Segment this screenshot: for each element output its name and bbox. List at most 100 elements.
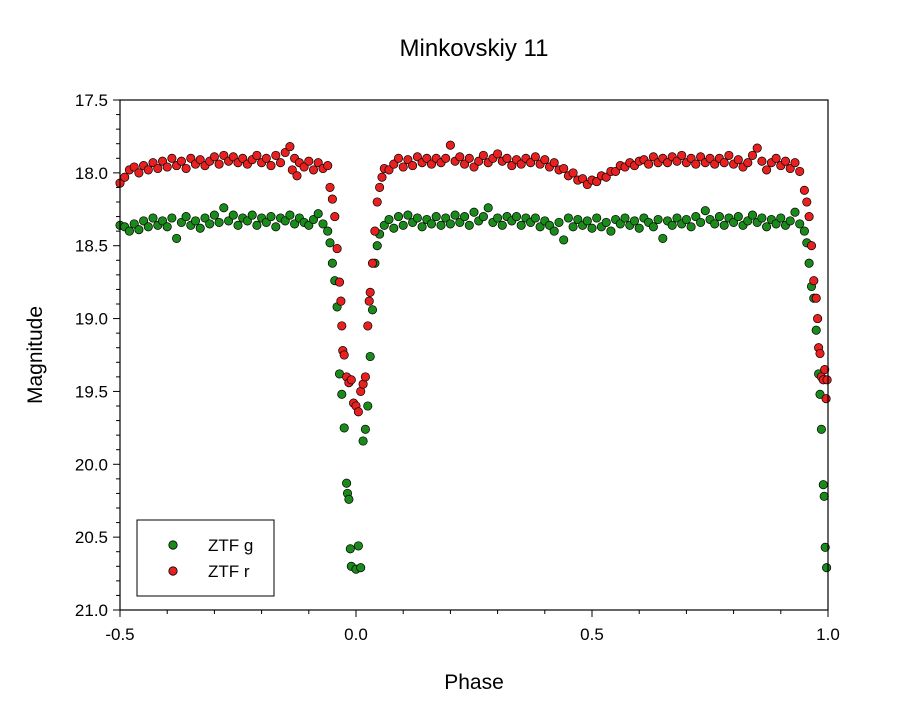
data-point-ztf-g	[686, 222, 696, 232]
y-tick-label: 20.0	[75, 455, 108, 474]
data-point-ztf-r	[325, 182, 335, 192]
data-point-ztf-g	[384, 214, 394, 225]
data-point-ztf-g	[436, 220, 446, 230]
data-point-ztf-r	[785, 163, 795, 174]
data-point-ztf-r	[384, 165, 394, 175]
data-point-ztf-g	[559, 235, 569, 245]
data-point-ztf-g	[587, 223, 597, 233]
data-point-ztf-r	[549, 158, 559, 168]
data-point-ztf-g	[214, 217, 224, 227]
data-point-ztf-r	[261, 153, 271, 163]
data-point-ztf-g	[464, 220, 474, 230]
data-point-ztf-r	[372, 197, 382, 207]
legend-label-ztf-g: ZTF g	[208, 536, 253, 555]
data-point-ztf-r	[336, 296, 346, 306]
data-point-ztf-g	[795, 219, 805, 229]
data-point-ztf-r	[364, 296, 374, 306]
data-point-ztf-g	[776, 213, 786, 223]
data-point-ztf-g	[356, 563, 366, 573]
data-point-ztf-g	[323, 226, 333, 236]
data-point-ztf-r	[181, 163, 191, 174]
data-point-ztf-r	[275, 158, 286, 168]
data-point-ztf-g	[143, 222, 153, 232]
data-point-ztf-r	[367, 258, 378, 268]
data-point-ztf-g	[200, 213, 210, 223]
data-point-ztf-g	[148, 213, 158, 223]
data-point-ztf-g	[816, 424, 826, 434]
x-tick-label: 0.5	[580, 625, 604, 644]
data-point-ztf-r	[780, 156, 791, 166]
legend-marker-ztf-g	[168, 540, 178, 550]
data-point-ztf-r	[806, 241, 817, 251]
data-point-ztf-g	[573, 214, 583, 225]
data-point-ztf-r	[455, 152, 465, 162]
plot-frame	[119, 99, 829, 611]
data-point-ztf-g	[417, 222, 427, 232]
data-point-ztf-g	[441, 213, 451, 223]
data-point-ztf-g	[271, 222, 281, 232]
data-point-ztf-r	[412, 152, 422, 162]
data-point-ztf-r	[677, 150, 687, 160]
data-point-ztf-r	[370, 226, 380, 236]
data-point-ztf-g	[790, 207, 800, 217]
data-point-ztf-r	[507, 161, 517, 171]
data-point-ztf-g	[483, 203, 493, 213]
data-point-ztf-g	[648, 222, 658, 232]
data-point-ztf-g	[696, 217, 706, 227]
data-point-ztf-r	[167, 153, 177, 163]
data-point-ztf-r	[162, 162, 172, 172]
data-point-ztf-r	[820, 365, 830, 375]
data-point-ztf-r	[252, 150, 262, 160]
legend-marker-ztf-r	[168, 566, 178, 576]
data-points	[115, 140, 832, 574]
y-tick-label: 20.5	[75, 528, 108, 547]
data-point-ztf-g	[455, 217, 465, 227]
data-point-ztf-r	[648, 152, 658, 162]
data-point-ztf-g	[582, 216, 592, 226]
x-tick-label: 0.0	[344, 625, 368, 644]
data-point-ztf-r	[478, 150, 488, 160]
data-point-ztf-g	[209, 210, 219, 220]
data-point-ztf-r	[799, 185, 809, 195]
data-point-ztf-g	[700, 206, 710, 216]
data-point-ztf-g	[799, 226, 809, 236]
data-point-ztf-g	[511, 212, 522, 222]
data-point-ztf-g	[820, 542, 830, 552]
data-point-ztf-r	[804, 212, 814, 222]
data-point-ztf-g	[205, 219, 215, 229]
data-point-ztf-r	[120, 172, 130, 182]
data-point-ztf-r	[353, 407, 363, 417]
data-point-ztf-r	[502, 153, 512, 163]
data-point-ztf-r	[334, 277, 345, 287]
data-point-ztf-r	[743, 158, 753, 168]
data-point-ztf-r	[568, 168, 578, 178]
data-point-ztf-r	[747, 150, 758, 160]
data-point-ztf-r	[724, 150, 734, 160]
data-point-ztf-r	[530, 152, 540, 162]
y-axis: 17.5 18.0 18.5 19.0 19.5 20.0 20.5 21.0	[75, 91, 120, 620]
chart-title: Minkovskiy 11	[400, 35, 549, 62]
data-point-ztf-g	[313, 209, 323, 219]
data-point-ztf-g	[228, 210, 238, 220]
data-point-ztf-r	[360, 372, 370, 382]
data-point-ztf-g	[658, 233, 668, 243]
data-point-ztf-r	[346, 375, 356, 385]
data-point-ztf-g	[549, 226, 559, 236]
data-point-ztf-g	[134, 225, 144, 235]
y-tick-label: 18.5	[75, 237, 108, 256]
data-point-ztf-g	[762, 222, 772, 232]
legend-label-ztf-r: ZTF r	[208, 562, 250, 581]
data-point-ztf-r	[790, 158, 800, 168]
data-point-ztf-g	[337, 389, 347, 399]
data-point-ztf-g	[606, 226, 616, 236]
data-point-ztf-g	[124, 226, 134, 236]
data-point-ztf-r	[644, 159, 654, 169]
data-point-ztf-r	[822, 375, 832, 385]
data-point-ztf-g	[516, 220, 526, 230]
data-point-ztf-g	[219, 203, 229, 213]
data-point-ztf-r	[214, 159, 224, 169]
data-point-ztf-r	[795, 166, 805, 176]
data-point-ztf-g	[181, 212, 191, 222]
data-point-ztf-g	[426, 219, 437, 229]
data-point-ztf-g	[710, 219, 720, 229]
